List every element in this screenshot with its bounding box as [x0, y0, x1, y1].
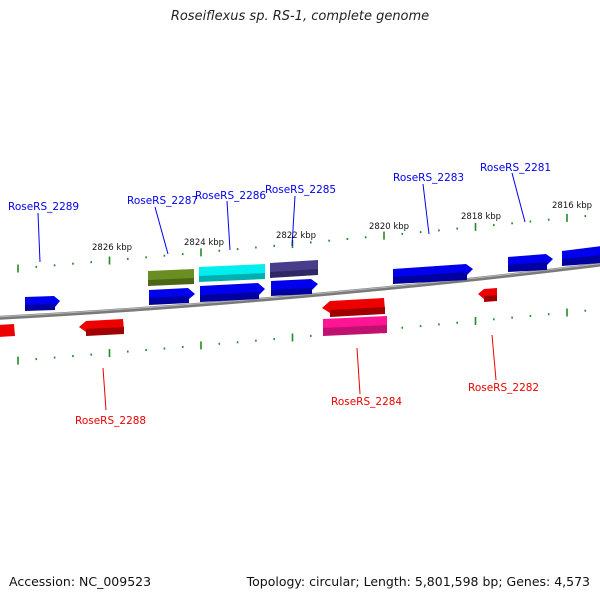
genome-backbone	[0, 262, 600, 320]
gene-label[interactable]: RoseRS_2283	[393, 172, 464, 184]
gene-label[interactable]: RoseRS_2285	[265, 184, 336, 196]
gene-arrows	[25, 246, 600, 336]
gene-label[interactable]: RoseRS_2286	[195, 190, 266, 202]
label-leaders	[37, 172, 526, 411]
outer-tick-track	[17, 213, 587, 273]
scale-label: 2816 kbp	[552, 201, 592, 211]
gene-label[interactable]: RoseRS_2289	[8, 201, 79, 213]
scale-label: 2824 kbp	[184, 238, 224, 248]
map-title: Roseiflexus sp. RS-1, complete genome	[170, 9, 430, 24]
scale-label: 2822 kbp	[276, 231, 316, 241]
gene-label[interactable]: RoseRS_2288	[75, 415, 146, 427]
gene-label[interactable]: RoseRS_2284	[331, 396, 402, 408]
feature-red-edge[interactable]	[0, 324, 15, 337]
accession-text: Accession: NC_009523	[9, 574, 152, 589]
feature-track	[0, 260, 387, 337]
genome-summary-text: Topology: circular; Length: 5,801,598 bp…	[246, 574, 590, 589]
scale-label: 2826 kbp	[92, 243, 132, 253]
scale-label: 2820 kbp	[369, 222, 409, 232]
gene-label[interactable]: RoseRS_2281	[480, 162, 551, 174]
genome-backbone-highlight	[0, 263, 600, 318]
gene-label[interactable]: RoseRS_2282	[468, 382, 539, 394]
inner-tick-track	[17, 308, 587, 365]
gene-label[interactable]: RoseRS_2287	[127, 195, 198, 207]
scale-label: 2818 kbp	[461, 212, 501, 222]
